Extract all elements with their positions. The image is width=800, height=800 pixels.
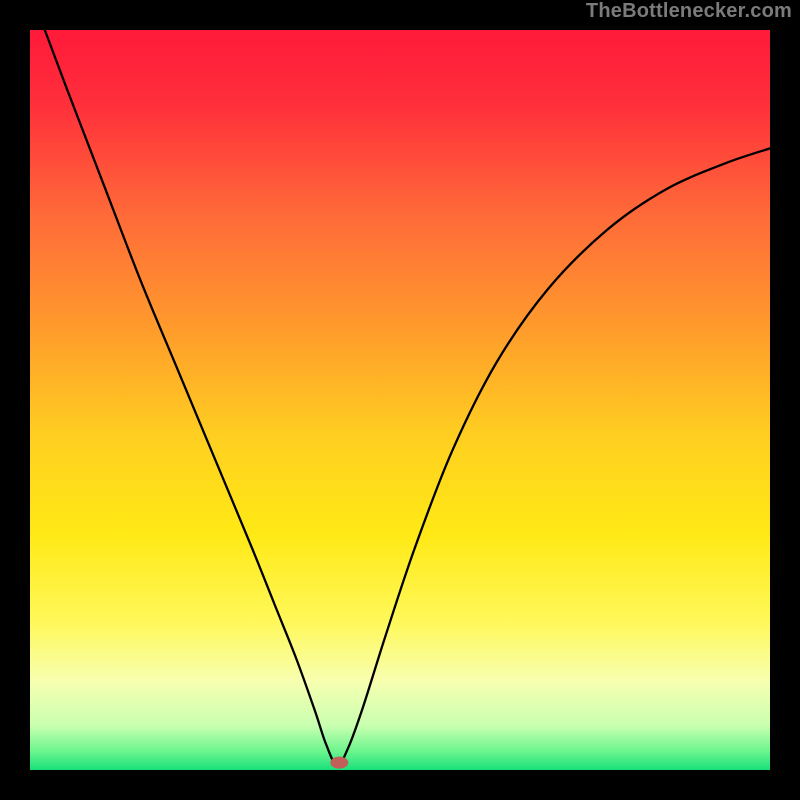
optimal-point-marker: [330, 757, 348, 769]
chart-container: TheBottlenecker.com: [0, 0, 800, 800]
bottleneck-chart: [0, 0, 800, 800]
gradient-background: [30, 30, 770, 770]
watermark-text: TheBottlenecker.com: [586, 0, 792, 23]
